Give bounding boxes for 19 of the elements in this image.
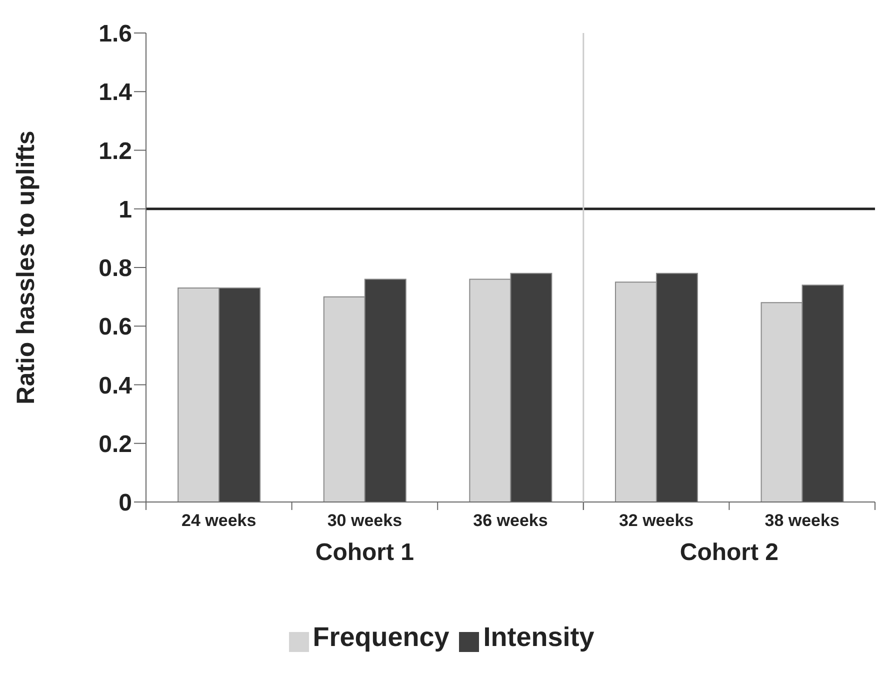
y-tick-label: 0.2 xyxy=(98,430,132,458)
text: Cohort 1 xyxy=(315,539,414,566)
legend-label: Frequency xyxy=(312,622,450,652)
y-tick-label: 0.6 xyxy=(98,314,132,341)
x-tick-label: 36 weeks xyxy=(473,511,548,530)
y-tick-label: 0 xyxy=(118,490,132,517)
y-tick-label: 1 xyxy=(118,196,132,224)
x-tick-label: 24 weeks xyxy=(182,511,256,530)
x-tick-label: 30 weeks xyxy=(327,511,402,530)
y-tick-label: 1.4 xyxy=(98,79,133,106)
y-tick-label: 1.2 xyxy=(98,138,132,165)
y-axis-title: Ratio hassles to uplifts xyxy=(12,130,40,404)
x-tick-label: 32 weeks xyxy=(618,511,694,530)
legend-label: Intensity xyxy=(483,622,594,652)
y-tick-label: 0.4 xyxy=(98,372,133,400)
x-tick-label: 38 weeks xyxy=(764,511,840,530)
text: Cohort 2 xyxy=(680,539,779,566)
y-tick-label: 0.8 xyxy=(98,255,132,282)
y-tick-label: 1.6 xyxy=(98,20,132,48)
